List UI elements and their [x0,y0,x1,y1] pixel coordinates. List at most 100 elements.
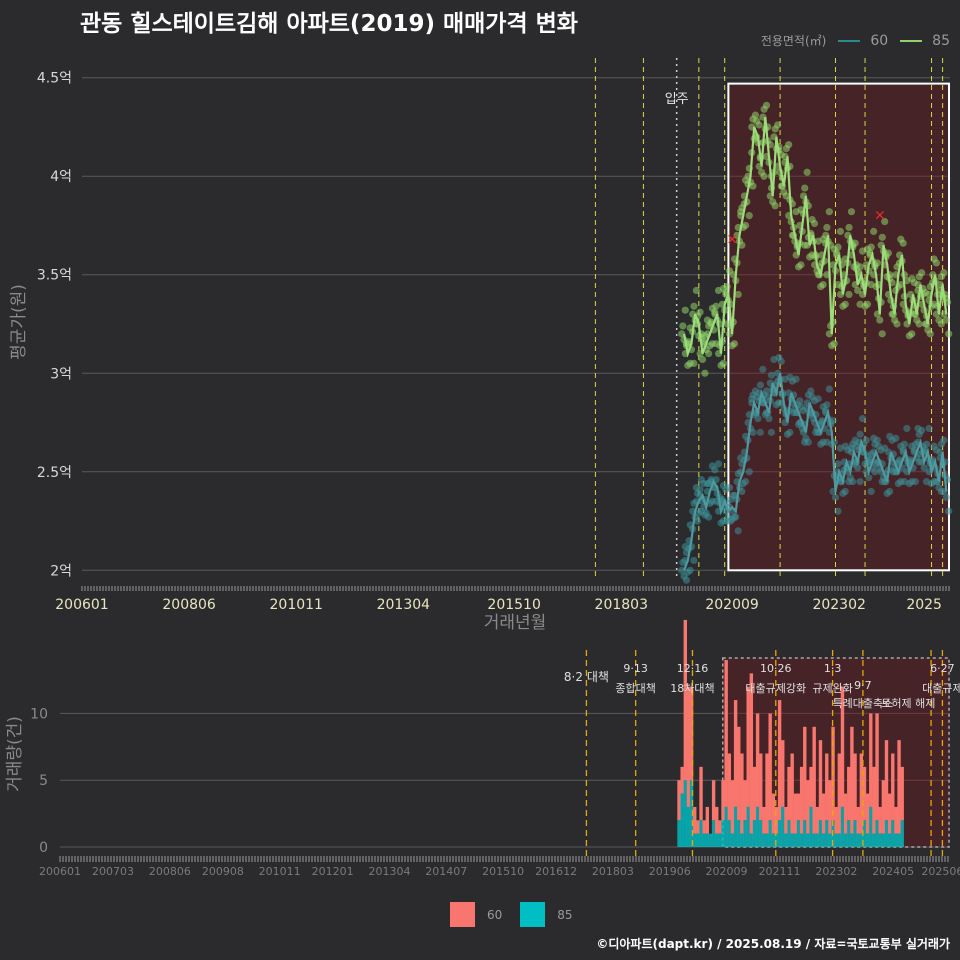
data-point [692,286,700,295]
data-point [871,468,879,476]
data-point [678,566,686,574]
bar-85 [803,820,807,847]
data-point [801,184,809,192]
data-point [705,513,713,521]
bar-60 [749,673,754,834]
data-point [825,385,833,393]
data-point [918,426,926,434]
data-point [762,101,771,109]
bar-60 [759,753,763,821]
bar-x-tick-label: 202506 [921,865,960,878]
x-tick-label: 201803 [595,597,648,613]
data-point [767,371,776,379]
bar-85 [705,833,710,847]
data-point [741,478,750,486]
data-point [698,355,707,364]
data-point [886,487,894,496]
series-line-60 [683,373,948,571]
bar-85 [853,820,857,847]
bar-60 [865,793,870,834]
data-point [792,375,800,383]
data-point [810,219,819,228]
data-point [723,282,731,291]
data-point [823,401,831,409]
policy-date: 9·7 [854,679,872,692]
data-point [796,397,804,405]
bar-60 [856,806,860,834]
x-tick-label: 201510 [487,597,540,613]
bar-60 [891,753,895,821]
bar-85 [768,820,772,847]
bar-60 [853,753,857,821]
bar-60 [718,820,722,834]
bar-x-tick-label: 202009 [706,865,748,878]
bar-85 [887,833,892,847]
legend-swatch-60 [838,39,861,42]
bar-60 [812,726,816,834]
data-point [771,202,779,210]
bar-85 [708,833,713,847]
bar-85 [821,833,826,847]
bar-85 [799,833,804,847]
bar-85 [715,833,719,847]
data-point [899,239,907,247]
y-tick-label: 4억 [50,169,72,185]
data-point [863,300,872,308]
data-point [865,474,873,482]
bar-60 [762,806,766,834]
data-point [854,286,862,295]
bar-legend-label-85: 85 [557,907,573,922]
data-point [862,436,870,444]
y-tick-label: 2억 [50,563,72,579]
bar-60 [818,740,823,821]
bar-60 [850,726,854,834]
data-point [945,507,953,515]
bar-60 [828,780,832,834]
data-point [786,428,794,436]
bar-85 [689,780,694,847]
bar-x-tick-label: 201803 [592,865,634,878]
footer-credit: ©디아파트(dapt.kr) / 2025.08.19 / 자료=국토교통부 실… [596,937,950,951]
bar-60 [702,820,706,834]
data-point [690,556,698,565]
bar-60 [862,766,867,821]
policy-annotation: 8·2 대책 [564,669,609,684]
bar-y-tick-label: 10 [30,706,48,722]
bar-x-tick-label: 202111 [759,865,801,878]
bar-85 [897,833,901,847]
data-point [834,243,842,251]
data-point [734,290,742,299]
bar-85 [859,833,864,847]
data-point [756,381,765,389]
bar-85 [746,806,750,847]
policy-label: 18차대책 [670,682,714,695]
bar-60 [875,713,879,821]
data-point [760,172,768,180]
data-point [940,436,948,444]
x-minor-ticks [81,586,950,591]
bar-85 [730,833,735,847]
bar-60 [683,619,688,781]
data-point [745,468,753,476]
data-point [749,182,757,190]
bar-85 [737,820,741,847]
data-point [923,440,931,448]
data-point [942,493,950,501]
data-point [712,302,720,310]
bar-60 [743,780,747,821]
data-point [856,430,864,438]
x-tick-label: 201011 [270,597,323,613]
bar-85 [765,833,769,847]
bar-60 [686,686,691,807]
bar-60 [746,686,750,807]
bar-85 [847,820,851,847]
data-point [854,464,862,472]
bar-85 [762,833,766,847]
bar-60 [815,806,820,834]
bar-85 [787,820,791,847]
bar-60 [837,753,842,834]
bar-85 [894,833,898,847]
bar-85 [843,833,848,847]
bar-85 [749,833,754,847]
bar-60 [755,713,760,807]
